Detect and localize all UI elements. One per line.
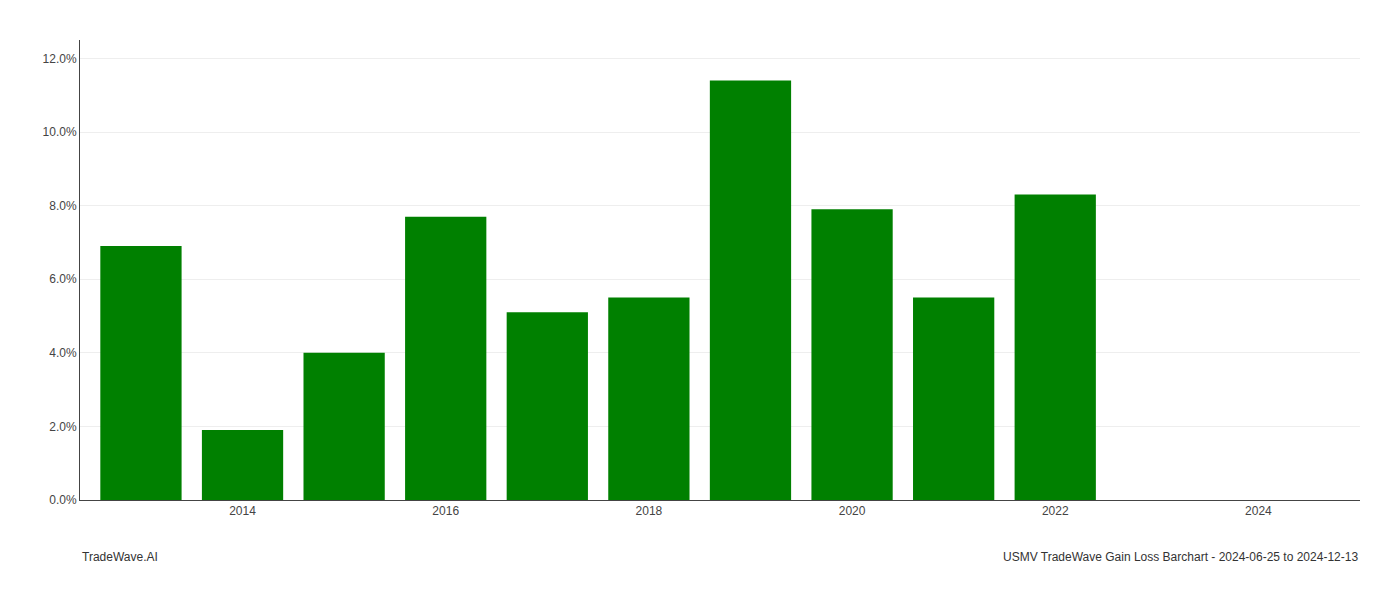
svg-text:USMV TradeWave Gain Loss Barch: USMV TradeWave Gain Loss Barchart - 2024… [1003,550,1358,564]
svg-text:4.0%: 4.0% [49,346,77,360]
svg-text:8.0%: 8.0% [49,199,77,213]
svg-text:2020: 2020 [839,504,866,518]
svg-text:2018: 2018 [636,504,663,518]
svg-text:2.0%: 2.0% [49,420,77,434]
svg-text:10.0%: 10.0% [43,125,77,139]
svg-text:2024: 2024 [1245,504,1272,518]
svg-text:0.0%: 0.0% [49,493,77,507]
svg-text:2014: 2014 [229,504,256,518]
svg-text:6.0%: 6.0% [49,272,77,286]
svg-text:2022: 2022 [1042,504,1069,518]
svg-text:2016: 2016 [432,504,459,518]
svg-text:TradeWave.AI: TradeWave.AI [82,550,158,564]
svg-text:12.0%: 12.0% [43,52,77,66]
